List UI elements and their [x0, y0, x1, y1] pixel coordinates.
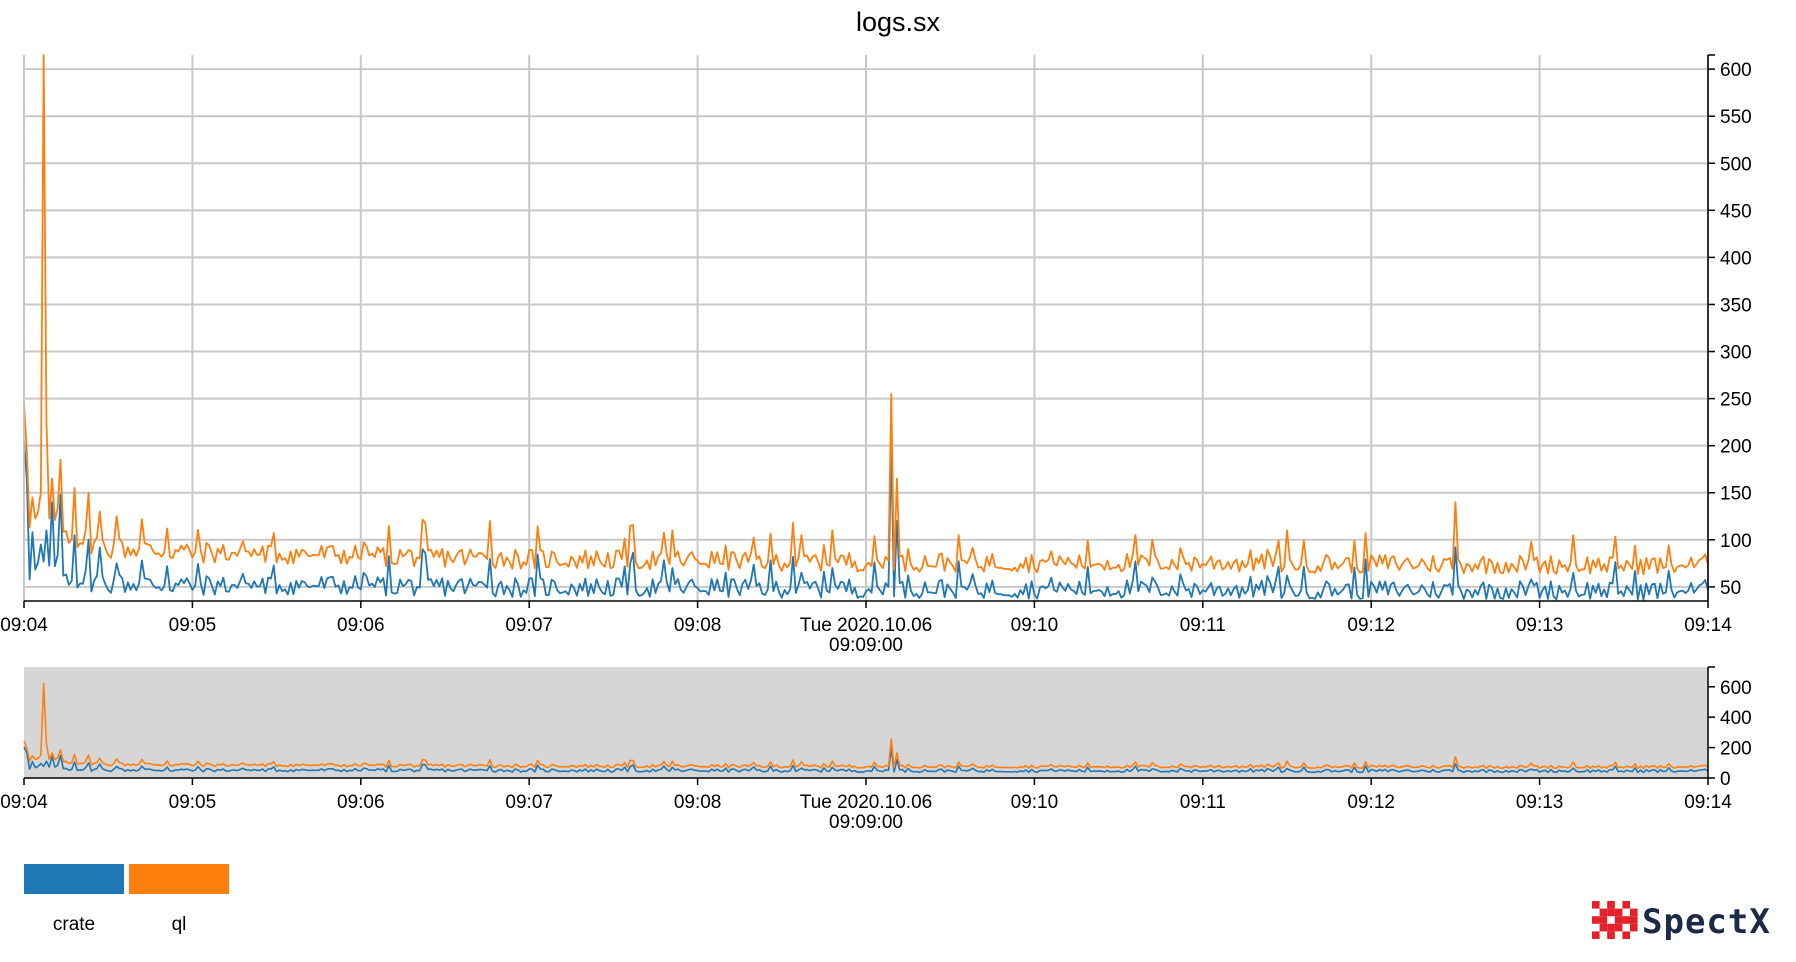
- overview-plot-background: [24, 667, 1708, 778]
- spectx-pixel-logo-icon: [1592, 901, 1638, 939]
- x-tick-label: 09:11: [1180, 615, 1226, 636]
- chart-title: logs.sx: [856, 7, 941, 37]
- x-tick-label: 09:14: [1684, 615, 1732, 636]
- x-tick-label: 09:06: [337, 615, 385, 636]
- legend-swatch-crate[interactable]: [24, 864, 124, 894]
- x-tick-label: Tue 2020.10.06: [800, 792, 932, 813]
- legend: crate ql: [24, 864, 229, 935]
- y-tick-label: 550: [1720, 107, 1752, 128]
- x-tick-label: 09:12: [1347, 615, 1395, 636]
- logo-pixel: [1630, 923, 1638, 932]
- legend-label-crate: crate: [53, 914, 95, 935]
- main-plot[interactable]: 09:04 09:05 09:06 09:07 09:08 Tue 2020.10.060…: [0, 54, 1752, 656]
- x-tick-label: 09:05: [169, 615, 217, 636]
- overview-series-crate: [23, 746, 1709, 774]
- logo-pixel: [1607, 901, 1615, 909]
- x-tick-label: 09:11: [1180, 792, 1226, 813]
- x-tick-label: 09:07: [505, 792, 553, 813]
- overview-series-ql: [23, 682, 1709, 770]
- y-tick-label: 200: [1720, 739, 1752, 760]
- y-tick-label: 600: [1720, 60, 1752, 81]
- logo-pixel: [1622, 916, 1630, 924]
- x-tick-label: Tue 2020.10.06: [800, 615, 932, 636]
- logo-pixel: [1607, 908, 1615, 917]
- y-tick-label: 500: [1720, 154, 1752, 175]
- y-tick-label: 50: [1720, 578, 1741, 599]
- logo-pixel: [1599, 916, 1608, 924]
- logo-pixel: [1592, 931, 1600, 939]
- x-tick-label: 09:06: [337, 792, 385, 813]
- y-tick-label: 400: [1720, 248, 1752, 269]
- logo-pixel: [1630, 908, 1638, 917]
- brand-name: SpectX: [1642, 902, 1771, 942]
- x-tick-label: 09:09:00: [829, 635, 903, 656]
- logo-pixel: [1599, 908, 1608, 917]
- x-tick-label: 09:05: [169, 792, 217, 813]
- spectx-logo: SpectX: [1592, 901, 1771, 942]
- x-tick-label: 09:13: [1516, 615, 1564, 636]
- y-tick-label: 150: [1720, 484, 1752, 505]
- y-tick-label: 250: [1720, 390, 1752, 411]
- x-tick-label: 09:04: [0, 615, 48, 636]
- legend-label-ql: ql: [172, 914, 187, 935]
- legend-swatch-ql[interactable]: [129, 864, 229, 894]
- y-tick-label: 450: [1720, 201, 1752, 222]
- logo-pixel: [1592, 901, 1600, 909]
- logo-pixel: [1607, 923, 1615, 932]
- x-tick-label: 09:08: [674, 792, 722, 813]
- logo-pixel: [1592, 916, 1600, 924]
- y-tick-label: 400: [1720, 708, 1752, 729]
- logo-pixel: [1622, 901, 1630, 909]
- logo-pixel: [1614, 923, 1623, 932]
- x-tick-label: 09:13: [1516, 792, 1564, 813]
- logo-pixel: [1630, 916, 1638, 924]
- main-series-crate: [23, 440, 1709, 601]
- x-tick-label: 09:09:00: [829, 812, 903, 833]
- main-series-ql: [23, 54, 1709, 576]
- x-tick-label: 09:08: [674, 615, 722, 636]
- logo-pixel: [1622, 931, 1630, 939]
- x-tick-label: 09:07: [505, 615, 553, 636]
- logo-pixel: [1607, 931, 1615, 939]
- overview-navigator[interactable]: 09:04 09:05 09:06 09:07 09:08 Tue 2020.10.060…: [0, 666, 1752, 833]
- logo-pixel: [1614, 908, 1623, 917]
- x-tick-label: 09:10: [1011, 615, 1059, 636]
- y-tick-label: 600: [1720, 678, 1752, 699]
- logo-pixel: [1599, 923, 1608, 932]
- y-tick-label: 350: [1720, 295, 1752, 316]
- y-tick-label: 300: [1720, 343, 1752, 364]
- x-tick-label: 09:04: [0, 792, 48, 813]
- y-tick-label: 0: [1720, 769, 1731, 790]
- logo-pixel: [1614, 916, 1623, 924]
- x-tick-label: 09:14: [1684, 792, 1732, 813]
- x-tick-label: 09:12: [1347, 792, 1395, 813]
- y-tick-label: 100: [1720, 531, 1752, 552]
- y-tick-label: 200: [1720, 437, 1752, 458]
- x-tick-label: 09:10: [1011, 792, 1059, 813]
